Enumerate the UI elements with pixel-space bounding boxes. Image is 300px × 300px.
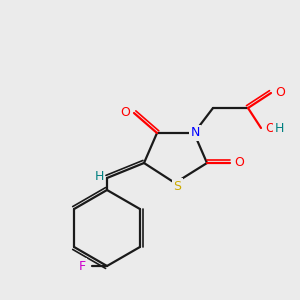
Text: O: O bbox=[275, 85, 285, 98]
Text: S: S bbox=[173, 179, 181, 193]
Text: N: N bbox=[190, 127, 200, 140]
Text: O: O bbox=[234, 157, 244, 169]
Text: H: H bbox=[94, 169, 104, 182]
Text: H: H bbox=[274, 122, 284, 134]
Text: O: O bbox=[265, 122, 275, 136]
Text: O: O bbox=[120, 106, 130, 119]
Text: F: F bbox=[78, 260, 85, 272]
